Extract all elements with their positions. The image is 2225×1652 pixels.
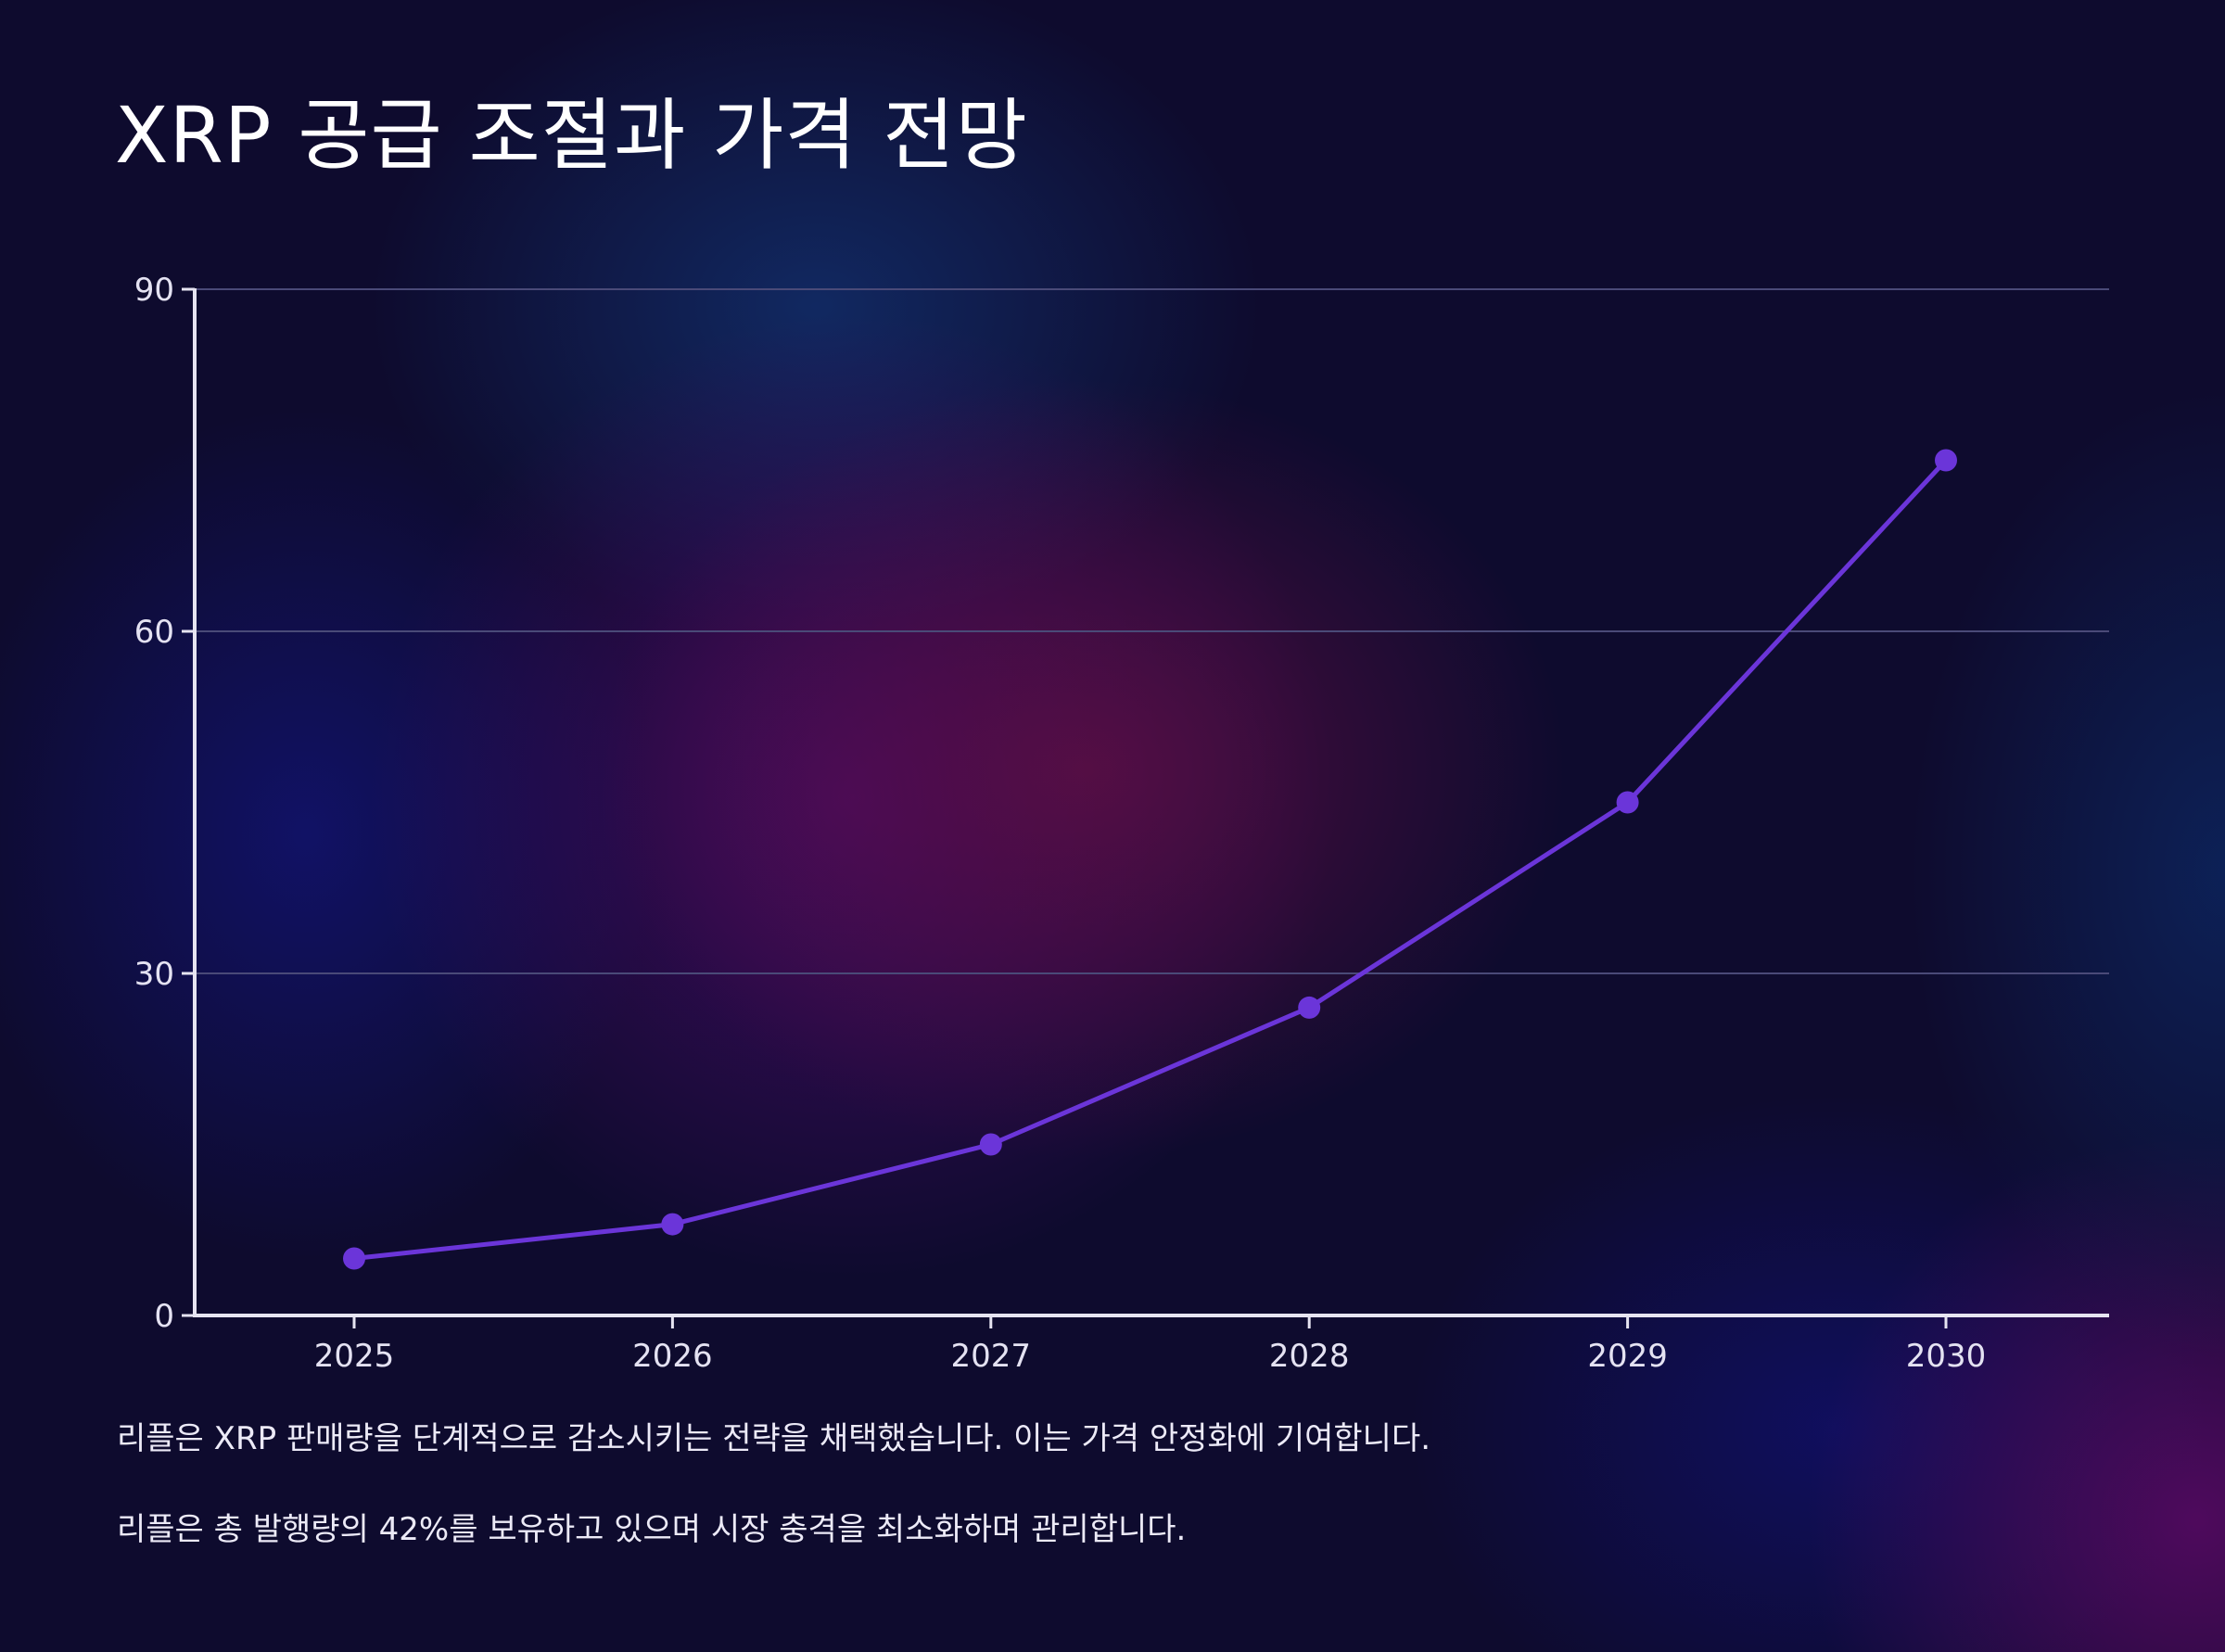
axes (182, 287, 2109, 1328)
x-tick-label-2028: 2028 (1269, 1338, 1350, 1375)
data-point-2027 (979, 1133, 1002, 1156)
x-tick-label-2025: 2025 (314, 1338, 395, 1375)
series-layer (343, 449, 1957, 1270)
tick-labels: 0 30 60 90 2025 2026 2027 2028 2029 2030 (134, 272, 1987, 1375)
note-sales-reduction: 리플은 XRP 판매량을 단계적으로 감소시키는 전략을 채택했습니다. 이는 … (117, 1420, 1431, 1457)
data-point-2029 (1616, 791, 1639, 814)
data-point-2025 (343, 1247, 365, 1270)
data-point-2030 (1935, 449, 1957, 472)
data-point-2026 (661, 1213, 684, 1236)
x-tick-label-2026: 2026 (632, 1338, 713, 1375)
grid-lines (195, 288, 2109, 974)
y-tick-label-30: 30 (134, 956, 174, 993)
data-point-2028 (1298, 996, 1321, 1019)
x-tick-label-2027: 2027 (951, 1338, 1032, 1375)
note-holdings: 리플은 총 발행량의 42%를 보유하고 있으며 시장 충격을 최소화하며 관리… (117, 1511, 1187, 1548)
x-tick-label-2029: 2029 (1587, 1338, 1668, 1375)
y-tick-label-90: 90 (134, 272, 174, 309)
y-tick-label-60: 60 (134, 614, 174, 651)
chart-title: XRP 공급 조절과 가격 전망 (115, 90, 1028, 181)
series-line (351, 458, 1949, 1261)
y-tick-label-0: 0 (154, 1298, 174, 1335)
x-tick-label-2030: 2030 (1906, 1338, 1987, 1375)
